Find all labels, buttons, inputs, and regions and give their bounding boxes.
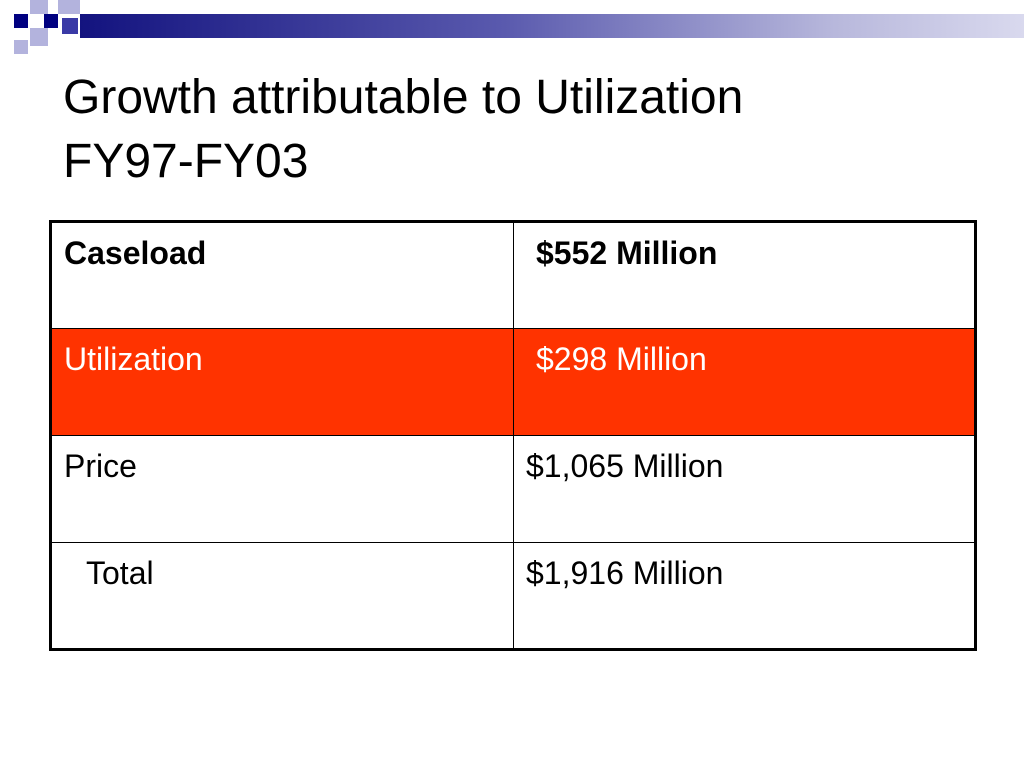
decor-square-lavender-2 — [58, 0, 80, 14]
decor-square-lavender-4 — [14, 40, 28, 54]
row-label: Price — [50, 435, 514, 543]
table-row-caseload: Caseload $552 Million — [50, 221, 976, 329]
title-line-1: Growth attributable to Utilization — [63, 71, 744, 124]
row-value: $298 Million — [513, 328, 976, 436]
table-row-utilization: Utilization $298 Million — [50, 328, 976, 436]
decor-square-lavender-1 — [30, 0, 48, 14]
decor-square-lavender-3 — [30, 28, 48, 46]
row-value: $1,065 Million — [513, 435, 976, 543]
row-label: Total — [50, 542, 514, 650]
title-line-2: FY97-FY03 — [63, 135, 309, 188]
page-title: Growth attributable to Utilization FY97-… — [63, 66, 963, 194]
growth-table: Caseload $552 Million Utilization $298 M… — [49, 220, 977, 651]
row-value: $1,916 Million — [513, 542, 976, 650]
decor-square-navy-1 — [14, 14, 28, 28]
row-label: Caseload — [50, 221, 514, 329]
row-value: $552 Million — [513, 221, 976, 329]
decor-square-blue-1 — [62, 18, 78, 34]
table-row-total: Total $1,916 Million — [50, 542, 976, 650]
header-gradient-band — [80, 14, 1024, 38]
row-label: Utilization — [50, 328, 514, 436]
table-row-price: Price $1,065 Million — [50, 435, 976, 543]
decor-square-navy-2 — [44, 14, 58, 28]
